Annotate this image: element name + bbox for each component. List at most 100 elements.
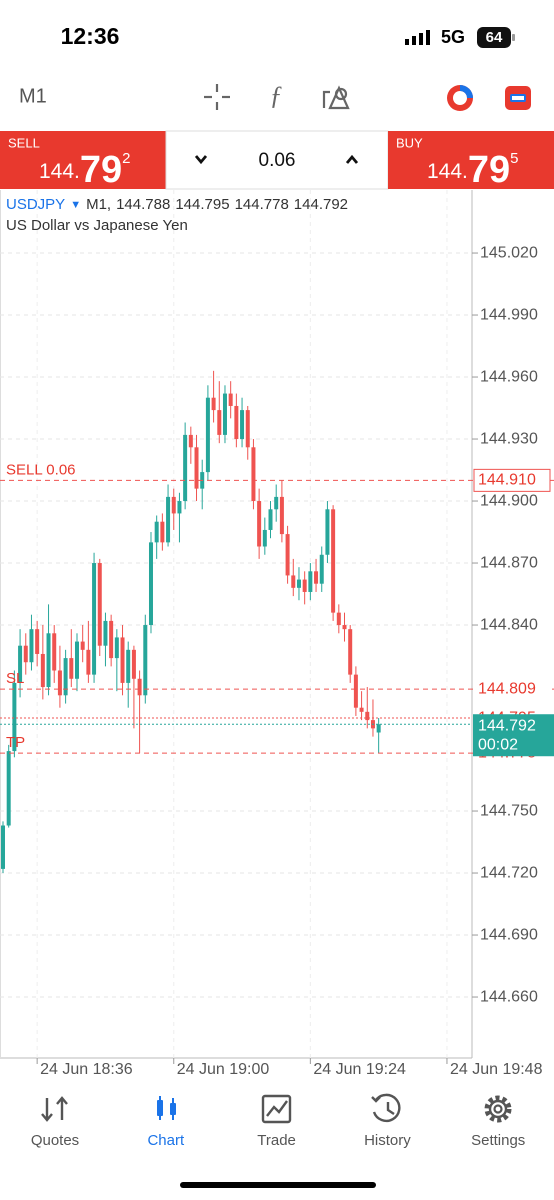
candle-body	[314, 571, 319, 584]
candle-body	[291, 575, 296, 588]
y-tick-label: 144.990	[480, 306, 538, 323]
candle-body	[18, 645, 23, 683]
candle-body	[103, 620, 108, 646]
candle-body	[302, 579, 307, 592]
candle-body	[251, 447, 256, 502]
tab-label[interactable]: Chart	[147, 1132, 185, 1149]
status-time: 12:36	[61, 23, 120, 49]
candle-body	[12, 682, 17, 752]
tab-label[interactable]: Trade	[257, 1132, 296, 1149]
sell-price-pip: 2	[122, 150, 130, 167]
buy-price: 144.795	[427, 149, 519, 191]
tab-bar: Quotes Chart Trade History Settings	[31, 1132, 525, 1149]
tab-label[interactable]: History	[364, 1132, 411, 1149]
candle-body	[109, 620, 114, 659]
tab-label[interactable]: Quotes	[31, 1132, 79, 1149]
quotes-icon[interactable]	[41, 1096, 68, 1122]
candle-body	[228, 393, 233, 406]
y-tick-label: 145.020	[480, 244, 538, 261]
y-tick-label: 144.960	[480, 368, 538, 385]
level-label-bg	[474, 678, 552, 701]
bar-timer: 00:02	[478, 736, 518, 753]
y-tick-label: 144.750	[480, 802, 538, 819]
y-tick-label: 144.690	[480, 926, 538, 943]
candle-body	[114, 637, 119, 659]
settings-icon[interactable]	[484, 1095, 512, 1123]
y-tick-label: 144.660	[480, 988, 538, 1005]
objects-button[interactable]	[322, 85, 350, 110]
candle-body	[376, 724, 381, 733]
candle-body	[183, 434, 188, 502]
candle-body	[177, 501, 182, 514]
indicators-button[interactable]: ƒ	[270, 81, 283, 110]
candle-body	[240, 410, 245, 440]
candle-body	[285, 534, 290, 576]
crosshair-button[interactable]	[204, 84, 230, 110]
candle-body	[131, 649, 136, 679]
trade-icon[interactable]	[261, 1094, 292, 1124]
x-tick-label: 24 Jun 19:24	[313, 1061, 406, 1078]
header-low: 144.778	[235, 196, 289, 213]
level-name: TP	[6, 734, 25, 751]
candle-body	[92, 563, 97, 675]
candle-body	[336, 612, 341, 626]
oneclick-button[interactable]	[447, 85, 473, 111]
candle-body	[257, 501, 262, 547]
volume-value[interactable]: 0.06	[259, 150, 296, 171]
sell-price-big: 79	[80, 149, 122, 191]
candle-body	[308, 571, 313, 592]
candle-body	[171, 496, 176, 514]
level-label: 144.809	[478, 680, 536, 697]
candle-body	[29, 629, 34, 663]
battery-cap	[512, 34, 515, 41]
candle-body	[52, 633, 57, 671]
y-tick-label: 144.720	[480, 864, 538, 881]
history-icon[interactable]	[371, 1093, 401, 1123]
symbol-description: US Dollar vs Japanese Yen	[6, 217, 188, 234]
header-open: 144.788	[116, 196, 170, 213]
tab-label[interactable]: Settings	[471, 1132, 525, 1149]
y-tick-label: 144.870	[480, 554, 538, 571]
volume-decrease[interactable]	[194, 155, 208, 165]
candle-body	[69, 658, 74, 679]
sell-label: SELL	[8, 135, 40, 150]
trade-toggle-button[interactable]	[505, 86, 531, 110]
candle-body	[97, 563, 102, 646]
sell-price-prefix: 144.	[39, 160, 80, 183]
candle-body	[268, 509, 273, 530]
candle-body	[359, 707, 364, 712]
candle-body	[353, 674, 358, 708]
buy-price-prefix: 144.	[427, 160, 468, 183]
candle-body	[148, 542, 153, 626]
level-label: 144.910	[478, 472, 536, 489]
candle-body	[365, 711, 370, 721]
x-tick-label: 24 Jun 19:00	[177, 1061, 270, 1078]
candle-body	[234, 405, 239, 440]
candle-body	[166, 496, 171, 543]
header-timeframe: M1,	[86, 196, 111, 213]
buy-price-pip: 5	[510, 150, 518, 167]
level-name: SELL 0.06	[6, 461, 76, 478]
buy-button[interactable]	[388, 131, 554, 189]
candle-body	[86, 649, 91, 675]
candle-body	[319, 554, 324, 584]
timeframe-button[interactable]: M1	[19, 85, 47, 107]
candle-body	[245, 410, 250, 448]
candle-body	[211, 397, 216, 411]
level-name: SL	[6, 670, 24, 687]
chart-icon[interactable]	[157, 1096, 176, 1120]
volume-increase[interactable]	[345, 154, 359, 164]
candle-body	[35, 629, 40, 654]
candle-body	[46, 633, 51, 688]
y-tick-label: 144.930	[480, 430, 538, 447]
level-label-box	[473, 468, 551, 492]
symbol-dropdown[interactable]: ▼	[70, 199, 81, 211]
candle-body	[57, 670, 62, 696]
signal-icon	[405, 30, 430, 45]
candle-body	[126, 649, 131, 683]
buy-label: BUY	[396, 135, 423, 150]
sell-button[interactable]	[0, 131, 166, 189]
x-tick-label: 24 Jun 18:36	[40, 1061, 133, 1078]
symbol[interactable]: USDJPY	[6, 196, 65, 213]
chart-header: USDJPY ▼ M1, 144.788 144.795 144.778 144.792	[6, 196, 348, 213]
